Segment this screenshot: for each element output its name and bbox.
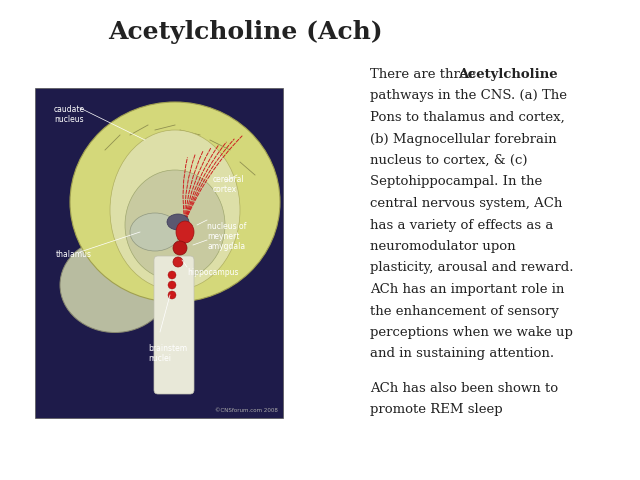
Ellipse shape [70, 102, 280, 302]
Text: nucleus to cortex, & (c): nucleus to cortex, & (c) [370, 154, 527, 167]
Text: amygdala: amygdala [207, 242, 245, 251]
Text: There are three: There are three [370, 68, 479, 81]
Ellipse shape [173, 257, 183, 267]
Text: (b) Magnocellular forebrain: (b) Magnocellular forebrain [370, 132, 557, 145]
Text: brainstem
nuclei: brainstem nuclei [148, 344, 187, 363]
Text: Acetylcholine (Ach): Acetylcholine (Ach) [108, 20, 382, 44]
Text: promote REM sleep: promote REM sleep [370, 403, 502, 416]
Text: central nervous system, ACh: central nervous system, ACh [370, 197, 563, 210]
Text: ACh has also been shown to: ACh has also been shown to [370, 382, 558, 395]
Ellipse shape [167, 214, 189, 230]
Ellipse shape [130, 213, 180, 251]
Text: cerebral
cortex: cerebral cortex [213, 175, 244, 194]
Text: ©CNSforum.com 2008: ©CNSforum.com 2008 [215, 408, 278, 413]
Circle shape [168, 291, 176, 299]
Ellipse shape [110, 130, 240, 290]
Text: and in sustaining attention.: and in sustaining attention. [370, 348, 554, 360]
Text: Septohippocampal. In the: Septohippocampal. In the [370, 176, 542, 189]
Text: Pons to thalamus and cortex,: Pons to thalamus and cortex, [370, 111, 564, 124]
Text: nucleus of
meynert: nucleus of meynert [207, 222, 246, 241]
Circle shape [168, 271, 176, 279]
Ellipse shape [60, 238, 170, 333]
Ellipse shape [125, 170, 225, 280]
Text: has a variety of effects as a: has a variety of effects as a [370, 218, 554, 231]
Circle shape [168, 281, 176, 289]
FancyBboxPatch shape [154, 256, 194, 394]
Text: pathways in the CNS. (a) The: pathways in the CNS. (a) The [370, 89, 567, 103]
Text: Acetylcholine: Acetylcholine [458, 68, 557, 81]
Text: plasticity, arousal and reward.: plasticity, arousal and reward. [370, 262, 573, 275]
Text: thalamus: thalamus [56, 250, 92, 259]
Text: caudate
nucleus: caudate nucleus [54, 105, 85, 124]
Text: neuromodulator upon: neuromodulator upon [370, 240, 516, 253]
Text: perceptions when we wake up: perceptions when we wake up [370, 326, 573, 339]
Text: the enhancement of sensory: the enhancement of sensory [370, 304, 559, 317]
Ellipse shape [176, 221, 194, 243]
Ellipse shape [173, 241, 187, 255]
Text: hippocampus: hippocampus [187, 268, 239, 277]
FancyBboxPatch shape [35, 88, 283, 418]
Text: ACh has an important role in: ACh has an important role in [370, 283, 564, 296]
